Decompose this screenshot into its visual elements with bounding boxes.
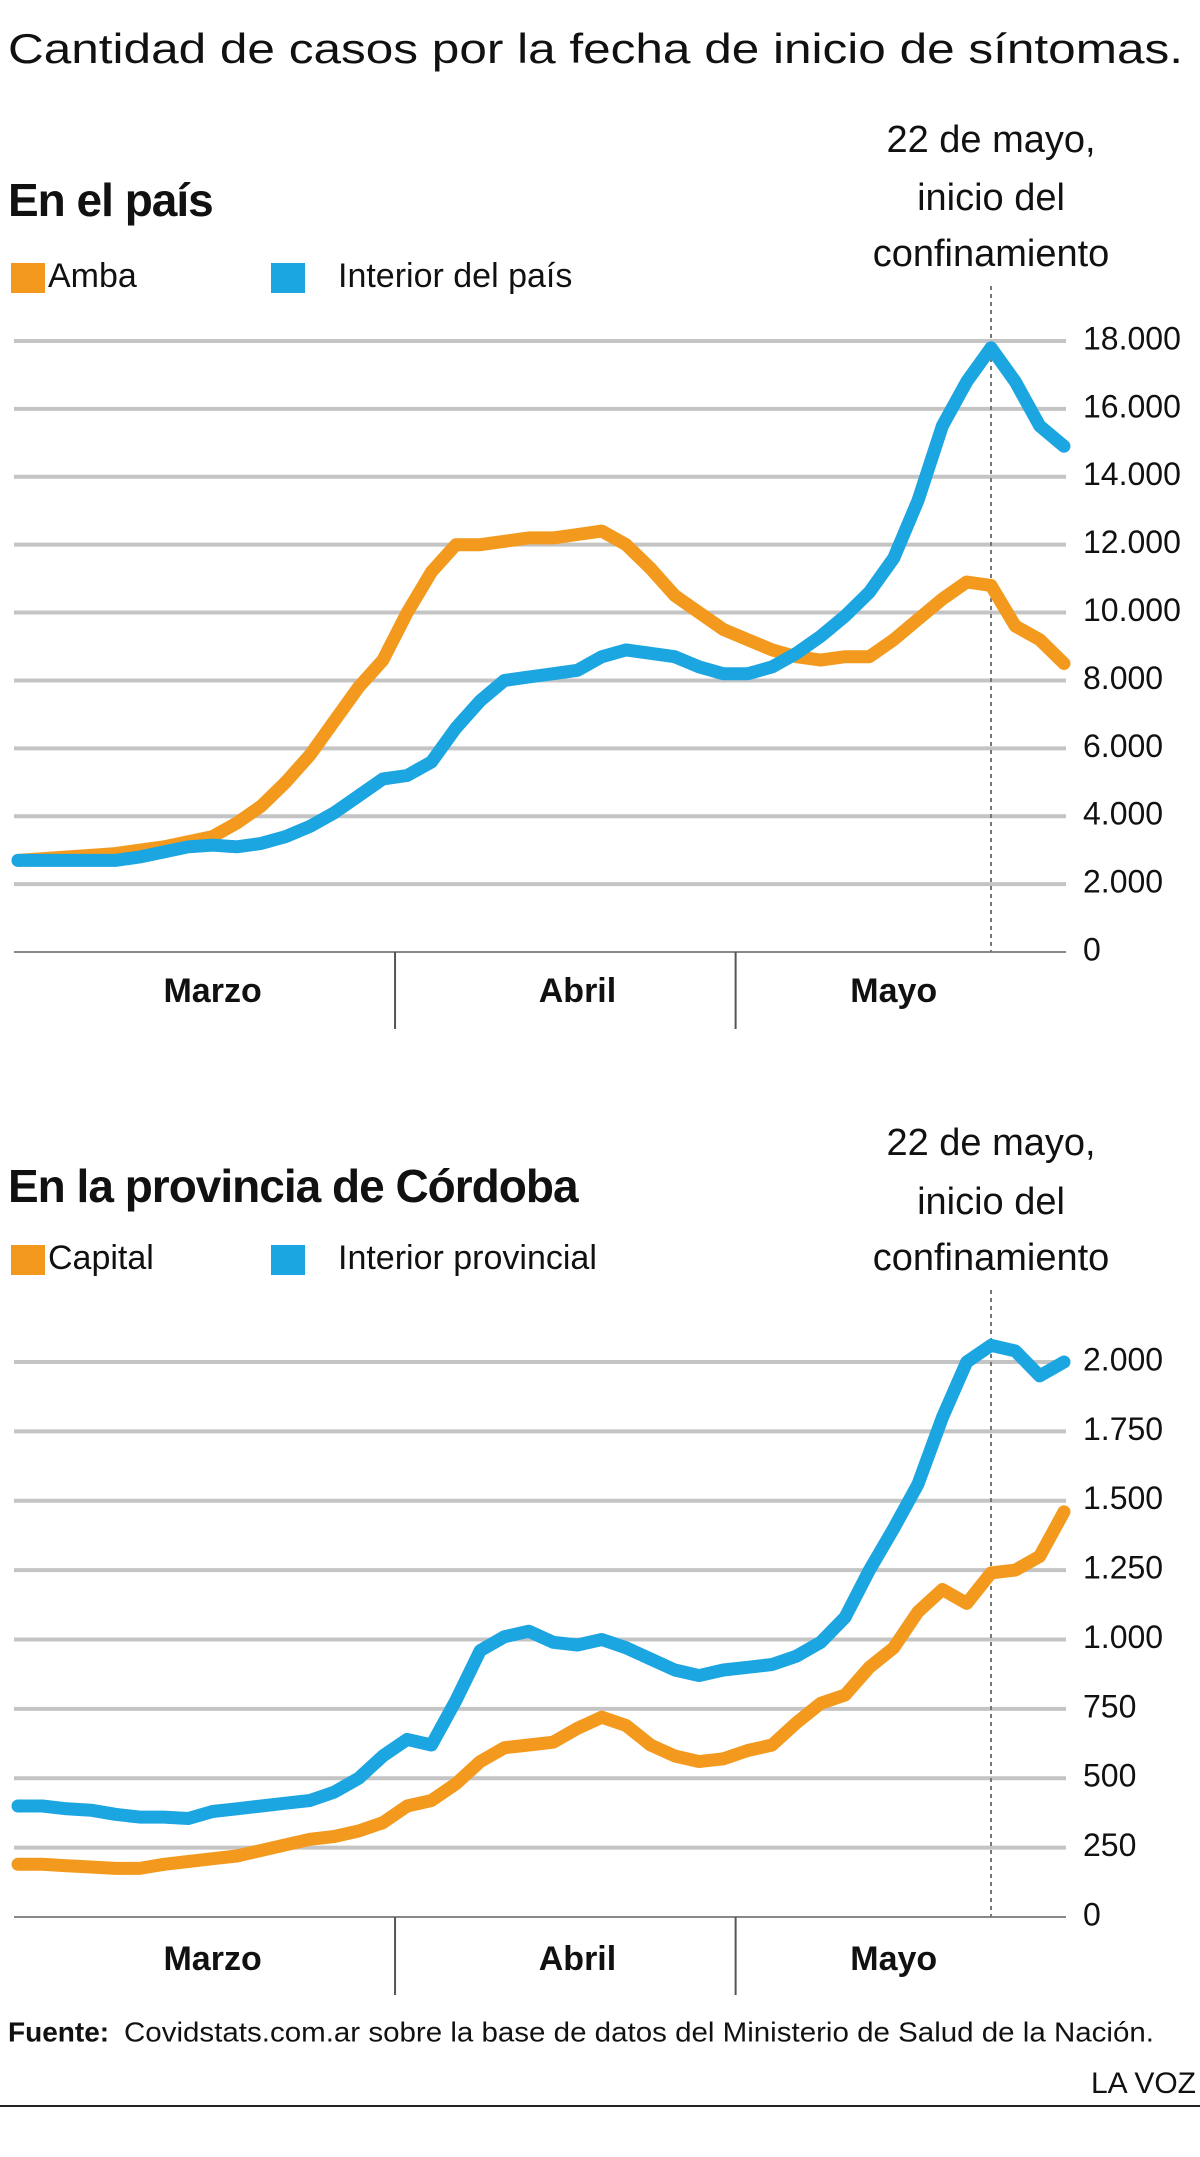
annotation-text: 22 de mayo,: [886, 1122, 1095, 1164]
annotation-text: confinamiento: [873, 1237, 1110, 1279]
annotation-text: inicio del: [917, 177, 1065, 219]
y-tick-label: 1.000: [1083, 1619, 1163, 1655]
y-tick-label: 500: [1083, 1758, 1136, 1794]
y-tick-label: 18.000: [1083, 320, 1181, 356]
series-line: [11, 1338, 1071, 1825]
annotation-text: inicio del: [917, 1181, 1065, 1223]
y-tick-label: 12.000: [1083, 524, 1181, 560]
main-title: Cantidad de casos por la fecha de inicio…: [8, 25, 1183, 72]
y-tick-label: 4.000: [1083, 796, 1163, 832]
x-tick-label: Marzo: [163, 1940, 261, 1978]
y-tick-label: 16.000: [1083, 388, 1181, 424]
source-text: Covidstats.com.ar sobre la base de datos…: [124, 2016, 1154, 2047]
credit: LA VOZ: [1091, 2067, 1196, 2100]
y-tick-label: 2.000: [1083, 1341, 1163, 1377]
source-label: Fuente:: [8, 2016, 109, 2047]
legend-label: Interior provincial: [338, 1239, 597, 1277]
y-tick-label: 1.500: [1083, 1480, 1163, 1516]
y-tick-label: 2.000: [1083, 864, 1163, 900]
annotation-text: confinamiento: [873, 233, 1110, 275]
x-tick-label: Abril: [539, 1940, 616, 1978]
x-tick-label: Abril: [539, 972, 616, 1010]
series-line: [11, 1505, 1071, 1875]
legend-label: Interior del país: [338, 257, 572, 295]
y-tick-label: 6.000: [1083, 728, 1163, 764]
y-tick-label: 250: [1083, 1827, 1136, 1863]
series-line: [11, 341, 1071, 867]
legend-swatch: [11, 1245, 45, 1275]
x-tick-label: Marzo: [163, 972, 261, 1010]
y-tick-label: 1.750: [1083, 1411, 1163, 1447]
legend-swatch: [11, 263, 45, 293]
legend-swatch: [271, 263, 305, 293]
x-tick-label: Mayo: [850, 1940, 937, 1978]
legend-label: Capital: [48, 1239, 154, 1277]
y-tick-label: 8.000: [1083, 660, 1163, 696]
y-tick-label: 0: [1083, 1896, 1101, 1932]
y-tick-label: 0: [1083, 931, 1101, 967]
legend-swatch: [271, 1245, 305, 1275]
chart-title: En la provincia de Córdoba: [8, 1160, 579, 1212]
annotation-text: 22 de mayo,: [886, 119, 1095, 161]
y-tick-label: 14.000: [1083, 456, 1181, 492]
chart-title: En el país: [8, 174, 213, 226]
x-tick-label: Mayo: [850, 972, 937, 1010]
y-tick-label: 10.000: [1083, 592, 1181, 628]
y-tick-label: 1.250: [1083, 1550, 1163, 1586]
y-tick-label: 750: [1083, 1688, 1136, 1724]
legend-label: Amba: [48, 257, 137, 295]
